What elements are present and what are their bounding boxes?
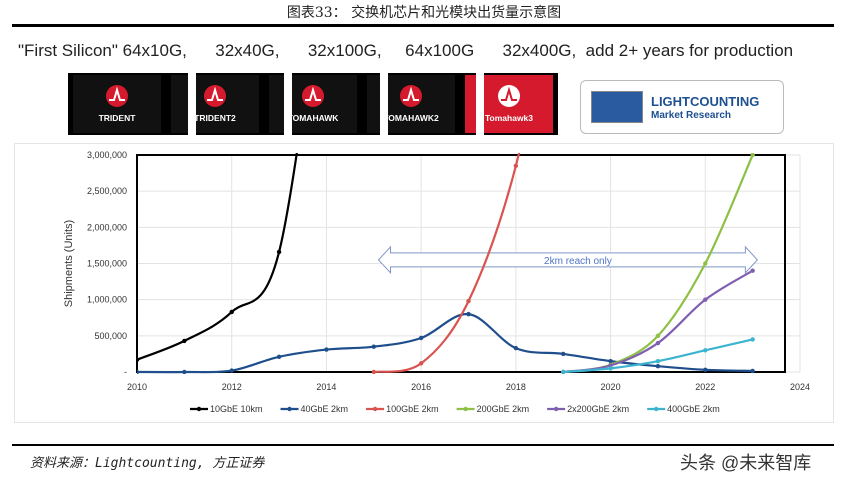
legend-label: 2x200GbE 2km — [567, 404, 629, 414]
legend-marker — [653, 406, 659, 412]
data-point — [513, 163, 519, 169]
y-tick-label: 1,500,000 — [87, 259, 127, 269]
legend-marker — [287, 406, 292, 412]
x-tick-label: 2024 — [790, 382, 810, 392]
legend-label: 400GbE 2km — [667, 404, 720, 414]
y-axis-label: Shipments (Units) — [63, 220, 75, 307]
data-point — [750, 368, 755, 374]
title-rule — [12, 24, 834, 27]
chip-trident: TRIDENT — [73, 75, 161, 133]
broadcom-logo-icon — [302, 85, 324, 107]
series-line-4 — [563, 269, 754, 374]
data-point — [466, 298, 471, 304]
legend-label: 200GbE 2km — [477, 404, 530, 414]
data-point — [655, 340, 661, 346]
source-note: 资料来源：Lightcounting, 方正证券 — [30, 456, 265, 471]
data-point — [561, 369, 566, 374]
annotation-label: 2km reach only — [544, 256, 612, 267]
lightcounting-logo: LIGHTCOUNTING Market Research — [580, 80, 784, 134]
chip-label: Tomahawk3 — [484, 113, 534, 123]
data-point — [703, 348, 708, 353]
legend-marker — [372, 406, 378, 412]
y-tick-label: - — [124, 367, 127, 377]
legend-marker — [196, 406, 202, 412]
data-point — [418, 361, 424, 366]
y-tick-label: 1,000,000 — [87, 295, 127, 305]
data-point — [229, 368, 234, 373]
plot-border — [136, 154, 786, 373]
double-arrow — [377, 245, 759, 275]
data-point — [750, 153, 755, 158]
data-point — [182, 338, 187, 344]
chip-label: TOMAHAWK — [287, 113, 339, 123]
data-point — [655, 358, 661, 364]
data-point — [276, 354, 282, 360]
y-tick-label: 2,000,000 — [87, 222, 127, 232]
x-tick-label: 2020 — [601, 382, 621, 392]
chip-divider — [188, 73, 196, 135]
watermark: 头条 @未来智库 — [680, 453, 812, 473]
data-point — [703, 367, 708, 373]
data-point — [703, 297, 708, 302]
first-silicon-caption: "First Silicon" 64x10G, 32x40G, 32x100G,… — [18, 41, 794, 60]
chip-divider — [380, 73, 388, 135]
x-tick-label: 2014 — [316, 382, 336, 392]
abacus-icon — [591, 91, 643, 123]
chip-tomahawk: TOMAHAWK — [269, 75, 357, 133]
data-point — [703, 261, 708, 266]
chip-divider — [284, 73, 292, 135]
shipments-chart: - 500,000 1,000,000 1,500,000 2,000,000 2,500… — [63, 150, 810, 414]
data-point — [750, 337, 755, 342]
chip-label: TOMAHAWK2 — [383, 113, 439, 123]
chip-trident2: TRIDENT2 — [171, 75, 259, 133]
logo-tagline: Market Research — [651, 110, 732, 121]
data-point — [324, 347, 329, 352]
legend-marker — [553, 406, 559, 412]
x-tick-label: 2022 — [695, 382, 715, 392]
broadcom-logo-icon — [106, 85, 128, 107]
data-point — [371, 369, 376, 374]
logo-name: LIGHTCOUNTING — [651, 94, 760, 109]
data-point — [418, 335, 424, 341]
y-tick-label: 3,000,000 — [87, 150, 127, 160]
data-point — [137, 357, 140, 362]
chip-label: TRIDENT2 — [194, 113, 236, 123]
broadcom-logo-icon — [498, 85, 520, 107]
data-point — [655, 364, 661, 369]
chip-divider — [476, 73, 484, 135]
x-tick-label: 2012 — [222, 382, 242, 392]
series-group — [137, 153, 755, 374]
data-point — [137, 369, 140, 374]
y-tick-label: 500,000 — [94, 331, 127, 341]
footer-rule — [12, 444, 834, 446]
data-point — [561, 351, 566, 357]
legend-marker — [463, 406, 468, 412]
legend-label: 100GbE 2km — [386, 404, 439, 414]
x-tick-label: 2016 — [411, 382, 431, 392]
broadcom-logo-icon — [400, 85, 422, 107]
data-point — [750, 268, 755, 273]
chart-frame — [14, 143, 834, 423]
y-tick-label: 2,500,000 — [87, 186, 127, 196]
data-point — [655, 333, 661, 339]
broadcom-logo-icon — [204, 85, 226, 107]
legend-label: 10GbE 10km — [210, 404, 263, 414]
data-point — [513, 345, 519, 351]
data-point — [608, 358, 613, 364]
data-point — [466, 311, 471, 317]
series-line-1 — [137, 313, 753, 374]
data-point — [371, 344, 376, 349]
chip-label: TRIDENT — [98, 113, 136, 123]
x-tick-label: 2018 — [506, 382, 526, 392]
data-point — [608, 366, 613, 371]
figure-title: 图表33： 交换机芯片和光模块出货量示意图 — [286, 5, 562, 21]
legend-label: 40GbE 2km — [301, 404, 349, 414]
data-point — [182, 369, 187, 374]
x-tick-label: 2010 — [127, 382, 147, 392]
data-point — [276, 249, 282, 255]
data-point — [229, 309, 234, 315]
